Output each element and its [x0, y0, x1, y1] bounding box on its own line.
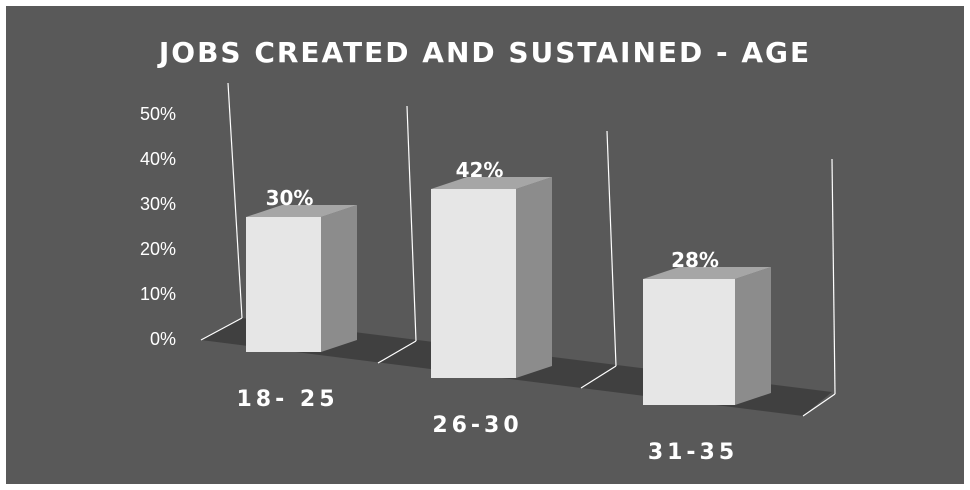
bar-layer [246, 177, 771, 405]
wall-divider-0 [227, 82, 243, 319]
y-tick-label: 20% [140, 239, 176, 259]
floor-divider-0 [200, 317, 243, 341]
chart-frame: JOBS CREATED AND SUSTAINED - AGE 0% 10% 20… [6, 6, 964, 484]
x-tick-label-1: 26-30 [432, 413, 522, 438]
data-label-0: 30% [266, 186, 314, 210]
bar-2 [643, 279, 735, 405]
bar-top-0 [246, 205, 357, 217]
y-tick-label: 30% [140, 194, 176, 214]
bar-side-0 [321, 205, 357, 352]
wall-divider-2 [606, 130, 617, 367]
bar-top-1 [431, 177, 552, 189]
x-tick-label-0: 18- 25 [236, 387, 338, 412]
x-tick-label-2: 31-35 [648, 440, 738, 465]
y-tick-label: 10% [140, 284, 176, 304]
data-label-2: 28% [671, 248, 719, 272]
wall-divider-3 [831, 158, 836, 395]
bar-0 [246, 217, 321, 352]
data-label-1: 42% [456, 158, 504, 182]
bar-1 [431, 189, 516, 378]
wall-layer [200, 82, 836, 417]
floor-divider-1 [377, 340, 417, 364]
bar-top-2 [643, 267, 771, 279]
y-tick-label: 50% [140, 104, 176, 124]
floor-divider-2 [580, 365, 617, 389]
bar-side-1 [516, 177, 552, 378]
y-tick-label: 40% [140, 149, 176, 169]
bar-side-2 [735, 267, 771, 405]
wall-divider-1 [406, 105, 417, 342]
y-tick-label: 0% [150, 329, 176, 349]
label-layer: 0% 10% 20% 30% 40% 50% 30% 18- 25 42% 26-30 28% 31-… [140, 104, 738, 465]
floor-divider-3 [802, 393, 836, 417]
plot-area: 0% 10% 20% 30% 40% 50% 30% 18- 25 42% 26-30 28% 31-… [140, 82, 836, 465]
chart-title: JOBS CREATED AND SUSTAINED - AGE [158, 36, 812, 69]
